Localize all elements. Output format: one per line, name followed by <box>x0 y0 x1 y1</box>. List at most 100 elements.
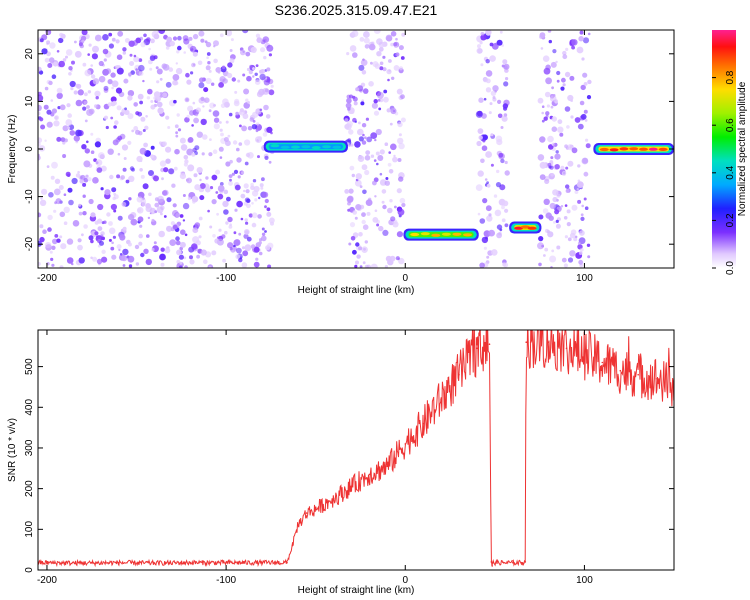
noise-speck <box>78 211 83 216</box>
noise-speck <box>241 171 245 175</box>
noise-speck <box>111 187 117 193</box>
noise-speck <box>86 109 94 116</box>
noise-speck <box>261 227 265 231</box>
noise-speck <box>244 244 252 252</box>
noise-speck <box>213 58 218 64</box>
noise-speck <box>135 37 142 44</box>
snr-data-point <box>524 561 527 563</box>
noise-speck <box>242 250 249 257</box>
noise-speck <box>208 152 213 157</box>
noise-speck <box>480 34 487 41</box>
noise-speck <box>205 65 211 71</box>
noise-speck <box>561 257 567 263</box>
noise-speck <box>370 154 375 158</box>
noise-speck <box>229 58 235 64</box>
noise-speck <box>259 108 263 112</box>
noise-speck <box>265 114 271 119</box>
noise-speck <box>564 235 569 239</box>
noise-speck <box>557 119 563 125</box>
x-tick-label: 0 <box>402 575 408 586</box>
noise-speck <box>390 31 397 37</box>
noise-speck <box>229 178 232 182</box>
noise-speck <box>552 196 558 203</box>
noise-speck <box>200 38 205 43</box>
noise-speck <box>84 148 91 154</box>
noise-speck <box>94 90 101 97</box>
noise-speck <box>390 42 394 47</box>
snr-data-point <box>189 561 192 564</box>
noise-speck <box>477 44 481 49</box>
noise-speck <box>205 77 212 85</box>
noise-speck <box>376 38 383 45</box>
noise-speck <box>179 173 186 180</box>
noise-speck <box>165 81 172 88</box>
noise-speck <box>485 59 490 64</box>
noise-speck <box>127 242 132 247</box>
noise-speck <box>165 158 171 164</box>
noise-speck <box>556 206 561 211</box>
noise-speck <box>346 97 352 104</box>
noise-speck <box>90 64 93 67</box>
signal-track-peak <box>619 147 629 151</box>
noise-speck <box>159 141 163 145</box>
noise-speck <box>112 235 116 239</box>
snr-data-point <box>486 343 489 346</box>
noise-speck <box>150 100 154 103</box>
noise-speck <box>505 77 509 81</box>
snr-data-point <box>526 341 528 344</box>
noise-speck <box>387 207 393 214</box>
noise-speck <box>570 115 574 119</box>
noise-speck <box>177 35 182 41</box>
noise-speck <box>565 47 569 52</box>
noise-speck <box>354 216 358 220</box>
noise-speck <box>490 163 494 167</box>
noise-speck <box>153 175 159 182</box>
noise-speck <box>54 234 59 238</box>
noise-speck <box>223 209 229 215</box>
noise-speck <box>97 203 104 211</box>
noise-speck <box>502 262 507 267</box>
noise-speck <box>213 45 216 48</box>
noise-speck <box>582 37 590 44</box>
noise-speck <box>539 174 546 181</box>
noise-speck <box>347 195 354 202</box>
signal-track-peak <box>658 147 668 151</box>
noise-speck <box>127 255 135 263</box>
signal-track-peak <box>452 232 462 236</box>
noise-speck <box>225 161 231 167</box>
noise-speck <box>227 216 233 223</box>
noise-speck <box>502 103 509 109</box>
y-tick-label: 400 <box>24 399 35 416</box>
noise-speck <box>365 117 369 121</box>
noise-speck <box>90 256 93 260</box>
noise-speck <box>242 30 249 34</box>
noise-speck <box>268 160 272 164</box>
noise-speck <box>567 257 574 263</box>
noise-speck <box>252 75 255 78</box>
noise-speck <box>270 84 274 88</box>
noise-speck <box>494 209 502 217</box>
noise-speck <box>550 156 554 160</box>
colorbar-tick-label: 0.4 <box>725 165 736 179</box>
noise-speck <box>554 164 560 170</box>
noise-speck <box>231 77 236 82</box>
noise-speck <box>355 204 362 211</box>
noise-speck <box>586 95 592 100</box>
noise-speck <box>153 241 157 245</box>
noise-speck <box>576 188 579 191</box>
noise-speck <box>97 244 101 248</box>
noise-speck <box>188 36 193 41</box>
noise-speck <box>146 37 151 42</box>
noise-speck <box>537 97 544 104</box>
noise-speck <box>139 224 143 228</box>
noise-speck <box>247 101 251 104</box>
noise-speck <box>501 205 505 210</box>
noise-speck <box>223 189 229 195</box>
noise-speck <box>483 246 487 250</box>
noise-speck <box>393 154 396 158</box>
figure-title: S236.2025.315.09.47.E21 <box>275 2 438 18</box>
snr-data-point <box>547 341 550 344</box>
noise-speck <box>196 131 203 138</box>
noise-speck <box>57 106 61 110</box>
noise-speck <box>245 189 250 194</box>
